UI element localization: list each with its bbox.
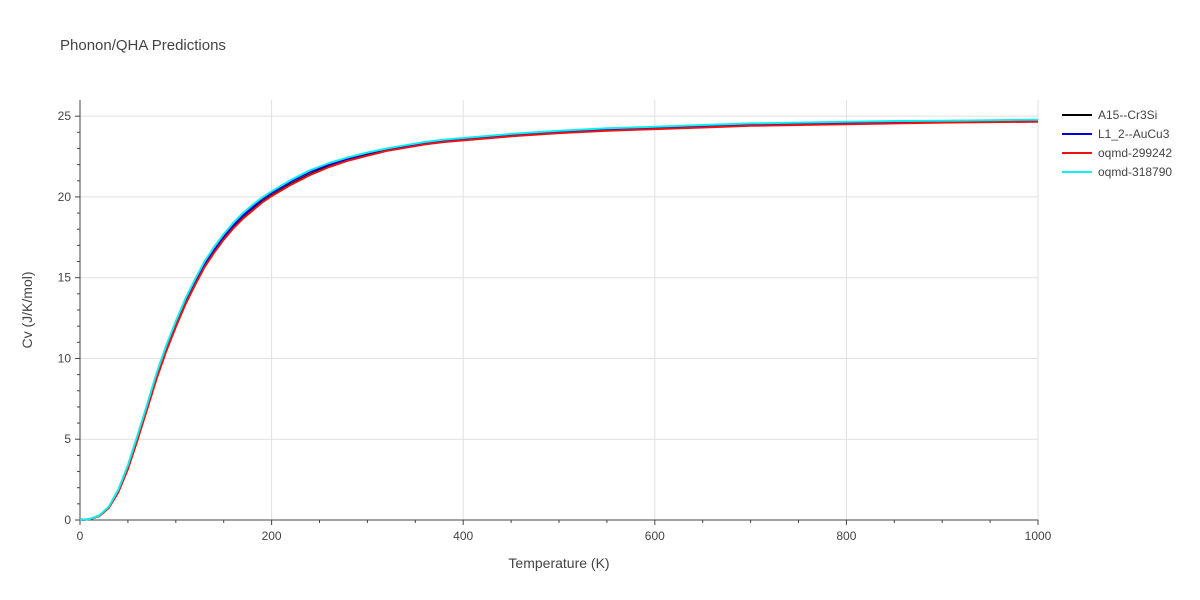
legend[interactable]: A15--Cr3Si L1_2--AuCu3 oqmd-299242 oqmd-318… xyxy=(1062,108,1172,179)
x-tick-label: 800 xyxy=(836,529,856,543)
axes xyxy=(75,100,1039,525)
series-line-L1_2--AuCu3 xyxy=(79,119,1039,521)
legend-label: oqmd-299242 xyxy=(1098,146,1172,160)
y-tick-label: 0 xyxy=(64,513,71,527)
legend-label: oqmd-318790 xyxy=(1098,165,1172,179)
legend-item[interactable]: A15--Cr3Si xyxy=(1062,108,1157,122)
legend-item[interactable]: oqmd-318790 xyxy=(1062,165,1172,179)
y-tick-label: 10 xyxy=(58,351,72,365)
series-line-oqmd-318790 xyxy=(79,118,1039,521)
series-lines xyxy=(79,118,1039,521)
y-tick-label: 15 xyxy=(58,271,72,285)
y-tick-label: 5 xyxy=(64,432,71,446)
x-tick-label: 200 xyxy=(262,529,282,543)
x-tick-label: 1000 xyxy=(1025,529,1052,543)
legend-label: L1_2--AuCu3 xyxy=(1098,127,1170,141)
series-line-oqmd-299242 xyxy=(79,120,1039,521)
legend-item[interactable]: oqmd-299242 xyxy=(1062,146,1172,160)
y-axis-title: Cv (J/K/mol) xyxy=(19,272,35,349)
legend-item[interactable]: L1_2--AuCu3 xyxy=(1062,127,1170,141)
x-tick-label: 400 xyxy=(453,529,473,543)
x-tick-label: 600 xyxy=(645,529,665,543)
series-line-A15--Cr3Si xyxy=(79,120,1039,521)
y-tick-label: 25 xyxy=(58,109,72,123)
x-axis-title: Temperature (K) xyxy=(508,555,609,571)
grid xyxy=(80,100,1039,520)
legend-label: A15--Cr3Si xyxy=(1098,108,1157,122)
tick-labels: 0 200 400 600 800 1000 0 5 10 15 20 25 xyxy=(58,109,1052,543)
x-tick-label: 0 xyxy=(77,529,84,543)
chart-title: Phonon/QHA Predictions xyxy=(60,37,226,54)
y-tick-label: 20 xyxy=(58,190,72,204)
